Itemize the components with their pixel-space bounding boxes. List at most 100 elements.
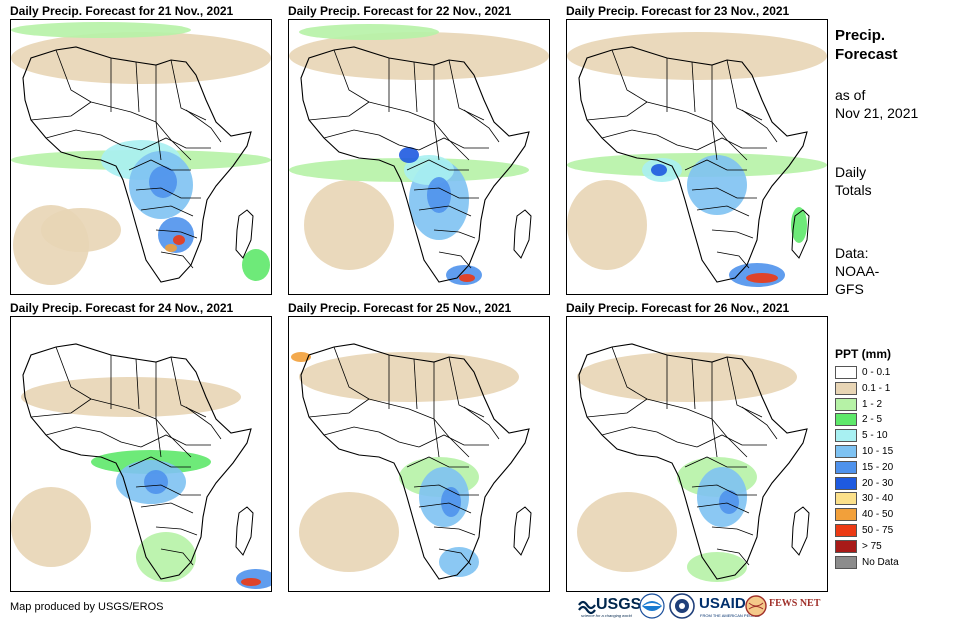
country-border (185, 109, 222, 143)
country-border (135, 187, 201, 199)
country-border (333, 346, 370, 400)
precip-area (439, 547, 479, 577)
data-source-line-2: NOAA- (835, 263, 880, 279)
data-source-line-3: GFS (835, 281, 864, 297)
country-border (684, 456, 747, 468)
precip-area (144, 470, 168, 494)
precip-area (687, 552, 747, 582)
panel-title: Daily Precip. Forecast for 24 Nov., 2021 (10, 301, 234, 315)
product-title: Precip. Forecast (835, 26, 898, 64)
country-border (711, 121, 718, 161)
country-border (418, 137, 489, 151)
country-border (726, 356, 763, 418)
legend-swatch (835, 366, 857, 379)
precip-area (577, 492, 677, 572)
usgs-wave-icon (578, 600, 596, 615)
precip-area (651, 164, 667, 176)
legend-label: > 75 (862, 540, 882, 552)
panel-title: Daily Precip. Forecast for 25 Nov., 2021 (288, 301, 512, 315)
precip-map (566, 19, 828, 295)
country-border (711, 229, 754, 239)
country-border (726, 436, 748, 458)
legend-swatch (835, 429, 857, 443)
usaid-wordmark: USAID (699, 595, 746, 612)
precip-area (399, 147, 419, 163)
legend-swatch (835, 476, 857, 490)
africa-map-graphic (289, 20, 549, 294)
precip-map (566, 316, 828, 592)
legend-swatch (835, 460, 857, 474)
legend-item: 40 - 50 (835, 507, 955, 523)
africa-map-graphic (289, 317, 549, 591)
country-border (333, 49, 370, 103)
product-title-line-2: Forecast (835, 46, 898, 63)
panel-title: Daily Precip. Forecast for 22 Nov., 2021 (288, 4, 512, 18)
legend-swatch (835, 413, 857, 427)
usaid-logo: USAID FROM THE AMERICAN PEOPLE (699, 593, 765, 621)
precip-area (441, 487, 461, 517)
country-border (140, 434, 211, 448)
precip-area (687, 155, 747, 215)
country-border (691, 61, 696, 113)
country-border (155, 121, 162, 161)
precip-area (165, 244, 177, 252)
panel-title: Daily Precip. Forecast for 23 Nov., 2021 (566, 4, 790, 18)
precip-area (173, 235, 185, 245)
issue-date-line-2: Nov 21, 2021 (835, 105, 919, 121)
country-border (128, 456, 191, 468)
country-border (185, 406, 222, 440)
country-border (433, 229, 476, 239)
country-border (433, 418, 440, 458)
country-border (135, 61, 140, 113)
country-border (30, 398, 92, 418)
product-title-line-1: Precip. (835, 27, 886, 44)
country-border (696, 137, 767, 151)
africa-map-graphic (567, 317, 827, 591)
precip-area (746, 273, 778, 283)
legend-swatch (835, 397, 857, 411)
coastline (22, 343, 252, 580)
legend-swatch (835, 508, 857, 522)
coastline (22, 46, 252, 283)
country-border (323, 426, 420, 448)
precip-area (567, 32, 827, 80)
fewsnet-logo: FEWS NET (745, 593, 827, 621)
precip-area (11, 32, 271, 84)
precip-area (567, 180, 647, 270)
precip-area (427, 177, 451, 213)
data-source-line-1: Data: (835, 245, 869, 261)
usgs-logo: USGS science for a changing world (578, 593, 641, 621)
madagascar-outline (235, 209, 254, 259)
country-border (711, 526, 754, 536)
country-border (170, 59, 207, 121)
country-border (155, 418, 162, 458)
precip-area (11, 22, 191, 38)
country-border (140, 137, 211, 151)
country-border (323, 129, 420, 151)
country-border (741, 406, 778, 440)
usgs-tagline: science for a changing world (581, 613, 632, 618)
legend-label: 15 - 20 (862, 461, 894, 473)
precip-area (158, 217, 194, 253)
precip-area (459, 274, 475, 282)
precip-area (149, 166, 177, 198)
country-border (433, 526, 476, 536)
legend-label: 50 - 75 (862, 525, 894, 536)
madagascar-outline (513, 506, 532, 556)
country-border (128, 159, 191, 171)
legend-title: PPT (mm) (835, 347, 892, 361)
country-border (406, 159, 469, 171)
country-border (90, 398, 157, 420)
africa-map-graphic (11, 20, 271, 294)
usaid-tagline: FROM THE AMERICAN PEOPLE (700, 613, 760, 618)
fewsnet-wordmark: FEWS NET (769, 598, 821, 609)
legend-label: 1 - 2 (862, 398, 883, 410)
country-border (155, 229, 198, 239)
country-border (45, 426, 142, 448)
country-border (170, 436, 192, 458)
precip-map (288, 316, 550, 592)
country-border (170, 356, 207, 418)
country-border (413, 358, 418, 410)
legend-label: 0 - 0.1 (862, 367, 891, 378)
legend-label: 10 - 15 (862, 446, 894, 457)
